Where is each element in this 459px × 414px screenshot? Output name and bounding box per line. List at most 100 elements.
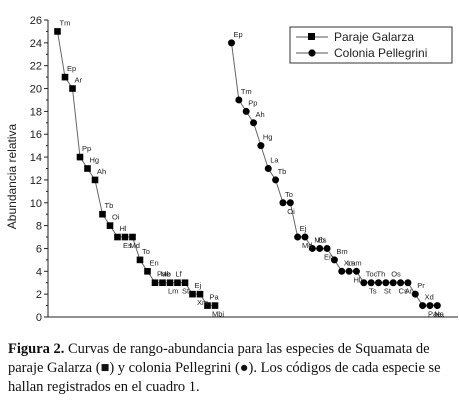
data-point-galarza xyxy=(84,165,91,172)
point-label: St xyxy=(182,287,190,296)
data-point-galarza xyxy=(181,279,189,287)
data-point-galarza xyxy=(174,279,181,287)
point-label: Es xyxy=(318,235,327,244)
data-point-pellegrini xyxy=(308,244,316,252)
point-label: Oi xyxy=(287,207,295,216)
point-label: Mbi xyxy=(212,310,224,319)
data-point-pellegrini xyxy=(330,256,338,264)
legend-marker-square xyxy=(308,33,315,40)
data-point-pellegrini xyxy=(389,279,397,287)
point-label: St xyxy=(384,287,392,296)
point-label: Tb xyxy=(278,167,287,176)
data-point-galarza xyxy=(189,290,196,298)
data-point-galarza xyxy=(129,233,136,241)
point-label: Ep xyxy=(234,30,243,39)
data-point-pellegrini xyxy=(250,119,258,127)
point-label: En xyxy=(150,258,159,267)
data-point-galarza xyxy=(114,233,121,241)
point-label: Th xyxy=(377,270,386,279)
legend-box xyxy=(289,26,453,64)
point-label: Ej xyxy=(195,281,202,290)
data-point-pellegrini xyxy=(404,279,412,287)
data-point-pellegrini xyxy=(235,96,243,104)
data-point-pellegrini xyxy=(257,142,265,150)
point-label: La xyxy=(270,156,279,165)
point-label: To xyxy=(142,247,150,256)
legend: Paraje Galarza Colonia Pellegrini xyxy=(289,26,453,64)
point-label: Ts xyxy=(369,287,377,296)
data-point-pellegrini xyxy=(352,267,360,275)
data-point-pellegrini xyxy=(286,199,294,207)
series-lines xyxy=(57,31,438,307)
data-point-pellegrini xyxy=(338,267,346,275)
y-axis-label: Abundancia relativa xyxy=(5,123,19,229)
point-label: Es xyxy=(123,241,132,250)
data-point-pellegrini xyxy=(345,267,353,275)
point-label: Hl xyxy=(120,224,127,233)
y-tick-label: 20 xyxy=(30,84,42,96)
data-point-galarza xyxy=(151,279,159,287)
point-label: Ep xyxy=(67,64,76,73)
data-point-galarza xyxy=(106,222,114,229)
y-tick-label: 16 xyxy=(30,129,42,141)
point-label: Mb xyxy=(161,270,171,279)
data-point-galarza xyxy=(196,290,204,298)
point-label: Ar xyxy=(75,76,83,85)
point-label: Md xyxy=(130,241,140,250)
y-tick-label: 14 xyxy=(30,152,42,164)
y-tick-label: 4 xyxy=(36,266,42,278)
point-label: Oi xyxy=(112,213,120,222)
point-label: To xyxy=(285,190,293,199)
point-label: Tb xyxy=(105,201,114,210)
y-tick-label: 2 xyxy=(36,289,42,301)
point-label: Na xyxy=(434,310,444,319)
point-label: Ah xyxy=(97,167,106,176)
y-tick-label: 26 xyxy=(30,15,42,27)
data-point-pellegrini xyxy=(360,279,368,287)
point-label: Xd xyxy=(425,293,434,302)
point-label: Lam xyxy=(347,258,362,267)
y-tick-label: 8 xyxy=(36,221,42,233)
point-labels: TmEpArPpHgAhTbOiHlEsMdToEnPaeMbLmLfStEjX… xyxy=(60,18,445,318)
point-label: Ej xyxy=(300,224,307,233)
y-tick-label: 22 xyxy=(30,61,42,73)
data-point-galarza xyxy=(136,256,144,264)
point-label: Pa xyxy=(210,293,220,302)
series-points xyxy=(54,28,441,310)
data-point-galarza xyxy=(54,28,61,35)
point-label: Mb xyxy=(314,235,324,244)
data-point-galarza xyxy=(204,302,211,309)
data-point-pellegrini xyxy=(294,233,302,241)
data-point-pellegrini xyxy=(382,279,390,287)
point-label: Hg xyxy=(263,133,273,142)
y-tick-label: 6 xyxy=(36,243,42,255)
data-point-galarza xyxy=(61,73,69,81)
y-tick-label: 0 xyxy=(36,312,42,324)
data-point-galarza xyxy=(159,279,166,287)
data-point-galarza xyxy=(121,233,129,241)
point-label: Ar xyxy=(405,287,413,296)
point-label: Tm xyxy=(241,87,252,96)
series-line-1 xyxy=(231,42,438,307)
y-tick-label: 18 xyxy=(30,106,42,118)
data-point-galarza xyxy=(99,210,106,218)
data-point-pellegrini xyxy=(419,302,427,310)
data-point-galarza xyxy=(166,279,174,287)
legend-marker-circle xyxy=(308,49,316,57)
y-tick-label: 10 xyxy=(30,198,42,210)
point-label: Os xyxy=(391,270,401,279)
data-point-pellegrini xyxy=(367,279,375,287)
data-point-pellegrini xyxy=(264,165,272,172)
data-point-pellegrini xyxy=(242,107,250,115)
data-point-pellegrini xyxy=(301,233,309,241)
data-point-pellegrini xyxy=(411,290,419,298)
point-label: Pae xyxy=(157,270,170,279)
data-point-galarza xyxy=(211,302,219,309)
point-label: Lm xyxy=(168,287,178,296)
point-label: Cs xyxy=(399,287,408,296)
data-point-galarza xyxy=(69,85,76,92)
point-label: Hl xyxy=(353,275,360,284)
point-label: Ah xyxy=(256,110,265,119)
